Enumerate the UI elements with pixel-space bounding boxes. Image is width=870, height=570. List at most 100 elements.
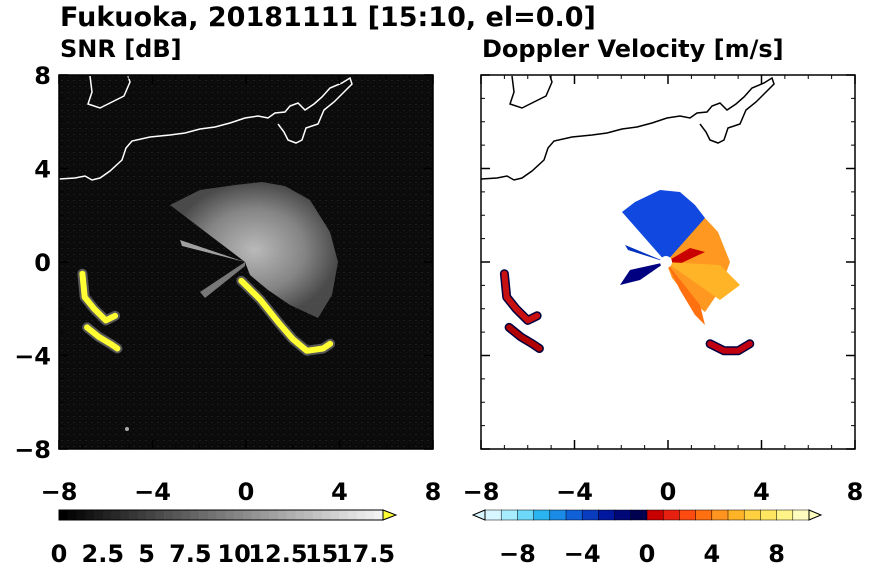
southeast-echo: [238, 277, 334, 354]
doppler-colorbar-cell: [776, 509, 794, 521]
snr-colorbar-cell: [59, 510, 69, 520]
snr-clutter-fan: [170, 182, 338, 318]
snr-colorbar-cell: [374, 510, 384, 520]
snr-colorbar-cell: [76, 510, 86, 520]
snr-colorbar-cell: [356, 510, 366, 520]
doppler-panel: Doppler Velocity [m/s] −8 −4 0 4 8: [463, 35, 864, 506]
snr-colorbar-cell: [172, 510, 182, 520]
doppler-colorbar-cell: [565, 509, 583, 521]
x-tick-label: 8: [425, 478, 442, 506]
snr-colorbar-cell: [347, 510, 358, 520]
x-tick-label: 4: [331, 478, 348, 506]
snr-colorbar-cell: [67, 510, 77, 520]
snr-colorbar-cell: [321, 510, 331, 520]
snr-colorbar-extend-arrow: [382, 509, 398, 521]
snr-echo-layer: [77, 268, 336, 356]
snr-colorbar-cell: [199, 510, 209, 520]
snr-colorbar-cell: [251, 510, 261, 520]
doppler-colorbar-cell: [743, 509, 761, 521]
doppler-colorbar-cell: [662, 509, 680, 521]
snr-axes: −8 −4 0 4 8 −8 −4 0 4 8: [14, 62, 441, 506]
snr-colorbar-cell: [234, 510, 244, 520]
snr-colorbar-frame: [58, 509, 384, 521]
doppler-colorbar-tick-label: −8: [499, 540, 536, 568]
snr-panel-title: SNR [dB]: [60, 35, 182, 63]
snr-colorbar-cell: [137, 510, 147, 520]
southeast-echo: [707, 340, 753, 354]
snr-colorbar-cell: [164, 510, 174, 520]
x-tick-label: −4: [556, 478, 593, 506]
x-tick-label: 8: [847, 478, 864, 506]
snr-speck: [125, 427, 129, 431]
snr-panel: SNR [dB] −8 −4 0 4 8 −8 −4 0 4 8: [14, 35, 441, 506]
snr-colorbar-tick-label: 17.5: [336, 540, 395, 568]
doppler-echo-layer: [499, 269, 755, 356]
y-tick-label: −4: [14, 343, 51, 371]
y-tick-label: 0: [34, 249, 51, 277]
x-tick-label: 0: [660, 478, 677, 506]
doppler-panel-title: Doppler Velocity [m/s]: [482, 35, 784, 63]
snr-colorbar-cell: [120, 510, 130, 520]
doppler-colorbar-cell: [646, 509, 664, 521]
doppler-colorbar-cell: [630, 509, 648, 521]
snr-colorbar-cell: [129, 510, 139, 520]
snr-colorbar-cell: [365, 510, 375, 520]
doppler-velocity-fan: [620, 190, 740, 325]
y-tick-label: 4: [34, 156, 51, 184]
snr-colorbar-cell: [190, 510, 200, 520]
snr-colorbar-cell: [312, 510, 323, 520]
doppler-colorbar-cell: [792, 509, 810, 521]
doppler-colorbar-cell: [760, 509, 778, 521]
doppler-colorbar-tick-label: 8: [768, 540, 785, 568]
doppler-colorbar-cell: [695, 509, 713, 521]
doppler-colorbar-cell: [581, 509, 599, 521]
snr-colorbar-cell: [295, 510, 305, 520]
snr-colorbar-cell: [207, 510, 217, 520]
x-tick-label: −8: [463, 478, 500, 506]
snr-colorbar-cell: [216, 510, 226, 520]
snr-colorbar-cell: [94, 510, 104, 520]
snr-colorbar-cell: [242, 510, 252, 520]
doppler-colorbar-cell: [711, 509, 729, 521]
doppler-colorbar-extend-high: [808, 509, 823, 521]
doppler-colorbar-extend-low: [471, 509, 486, 521]
snr-colorbar-cell: [304, 510, 314, 520]
snr-colorbar-cell: [102, 510, 112, 520]
doppler-colorbar: −8 −4 0 4 8: [471, 509, 823, 568]
doppler-plot-frame: [480, 74, 856, 450]
west-echo: [501, 270, 541, 324]
snr-colorbar-tick-label: 15: [305, 540, 338, 568]
snr-plot-frame: [58, 74, 434, 450]
y-tick-label: 8: [34, 62, 51, 90]
y-tick-label: −8: [14, 436, 51, 464]
doppler-colorbar-cell: [517, 509, 535, 521]
doppler-colorbar-cell: [533, 509, 551, 521]
snr-colorbar-cell: [155, 510, 165, 520]
x-tick-label: −8: [41, 478, 78, 506]
x-tick-label: 0: [238, 478, 255, 506]
southwest-echo: [84, 324, 121, 352]
snr-colorbar-cell: [181, 510, 191, 520]
snr-colorbar-cell: [269, 510, 279, 520]
snr-colorbar-cell: [225, 510, 235, 520]
doppler-island-outline: [509, 75, 553, 109]
snr-colorbar-cell: [339, 510, 349, 520]
doppler-colorbar-tick-label: −4: [564, 540, 601, 568]
doppler-colorbar-cell: [727, 509, 745, 521]
snr-colorbar-cell: [260, 510, 270, 520]
figure-title: Fukuoka, 20181111 [15:10, el=0.0]: [60, 2, 596, 33]
snr-colorbar-tick-label: 10: [217, 540, 250, 568]
doppler-colorbar-cell: [484, 509, 502, 521]
west-echo: [79, 270, 119, 324]
doppler-colorbar-cell: [614, 509, 632, 521]
doppler-axes: −8 −4 0 4 8: [463, 74, 864, 506]
snr-colorbar-cell: [330, 510, 340, 520]
snr-colorbar-cell: [146, 510, 156, 520]
southwest-echo: [506, 324, 543, 352]
doppler-colorbar-cell: [500, 509, 518, 521]
doppler-colorbar-tick-label: 0: [639, 540, 656, 568]
snr-coastline: [58, 76, 353, 181]
snr-colorbar-tick-label: 7.5: [169, 540, 212, 568]
